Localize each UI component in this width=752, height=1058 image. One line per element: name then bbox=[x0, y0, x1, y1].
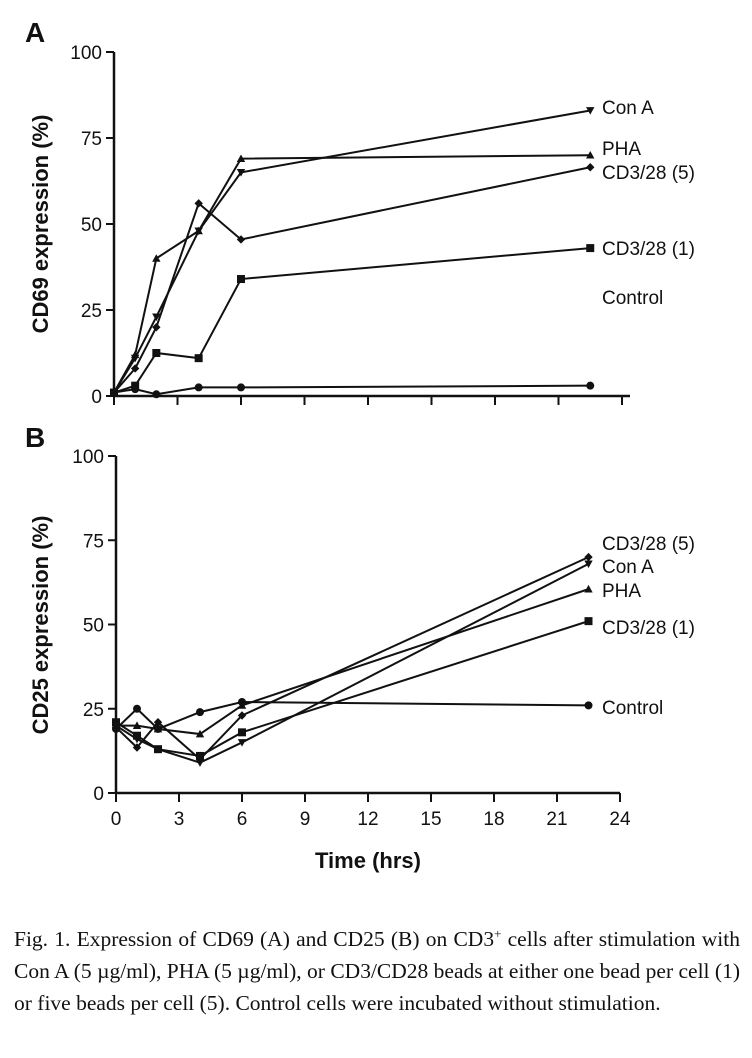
series-line-cd3-28-5- bbox=[113, 166, 591, 394]
y-tick-label: 50 bbox=[81, 215, 102, 236]
data-point bbox=[152, 390, 161, 399]
series-label: Con A bbox=[602, 557, 654, 578]
series-line-control bbox=[115, 701, 589, 731]
data-point bbox=[236, 169, 246, 177]
y-tick-label: 100 bbox=[72, 447, 104, 468]
y-tick-label: 0 bbox=[93, 784, 104, 805]
data-point bbox=[196, 708, 204, 717]
data-point bbox=[584, 617, 593, 626]
panel-label: B bbox=[25, 422, 45, 453]
series-label: PHA bbox=[602, 139, 641, 160]
y-tick-label: 75 bbox=[81, 129, 102, 150]
x-tick-label: 9 bbox=[300, 809, 311, 830]
data-point bbox=[112, 718, 120, 727]
series-label: Con A bbox=[602, 98, 654, 119]
x-tick-label: 24 bbox=[609, 809, 631, 830]
data-point bbox=[133, 704, 141, 713]
data-point bbox=[196, 751, 204, 760]
series-line-cd3-28-1- bbox=[115, 620, 589, 757]
data-point bbox=[195, 729, 205, 738]
series-line-con-a bbox=[113, 109, 591, 394]
data-point bbox=[112, 724, 120, 733]
y-tick-label: 75 bbox=[83, 531, 104, 552]
x-tick-label: 15 bbox=[420, 809, 441, 830]
x-tick-label: 12 bbox=[357, 809, 378, 830]
data-point bbox=[586, 107, 595, 115]
data-point bbox=[584, 584, 593, 593]
data-point bbox=[132, 721, 142, 729]
data-point bbox=[237, 383, 245, 392]
x-tick-label: 21 bbox=[546, 809, 567, 830]
figure-caption: Fig. 1. Expression of CD69 (A) and CD25 … bbox=[14, 918, 740, 1019]
x-tick-label: 3 bbox=[174, 809, 185, 830]
x-tick-label: 18 bbox=[483, 809, 504, 830]
y-tick-label: 100 bbox=[70, 43, 102, 64]
series-label: Control bbox=[602, 288, 663, 309]
series-line-control bbox=[113, 384, 591, 396]
data-point bbox=[586, 151, 595, 159]
data-point bbox=[153, 718, 163, 727]
y-tick-label: 0 bbox=[91, 387, 102, 408]
data-point bbox=[586, 244, 595, 253]
caption-text-1: Fig. 1. Expression of CD69 (A) and CD25 … bbox=[14, 927, 495, 952]
data-point bbox=[584, 701, 593, 710]
data-point bbox=[152, 349, 161, 357]
data-point bbox=[237, 739, 247, 747]
data-point bbox=[237, 275, 245, 284]
series-line-pha bbox=[116, 588, 589, 736]
caption-superscript: + bbox=[494, 926, 502, 941]
y-tick-label: 25 bbox=[83, 700, 104, 721]
y-axis-label: CD25 expression (%) bbox=[28, 516, 53, 735]
data-point bbox=[584, 552, 593, 562]
data-point bbox=[154, 724, 162, 733]
x-axis-label: Time (hrs) bbox=[315, 848, 421, 873]
series-label: PHA bbox=[602, 581, 641, 602]
data-point bbox=[152, 323, 161, 332]
data-point bbox=[194, 354, 203, 363]
data-point bbox=[237, 711, 247, 720]
data-point bbox=[130, 364, 140, 373]
data-point bbox=[194, 199, 203, 208]
series-label: CD3/28 (1) bbox=[602, 618, 695, 639]
data-point bbox=[152, 313, 161, 322]
data-point bbox=[152, 254, 161, 262]
x-tick-label: 0 bbox=[111, 809, 122, 830]
series-label: Control bbox=[602, 698, 663, 719]
series-line-pha bbox=[113, 154, 591, 394]
series-label: CD3/28 (5) bbox=[602, 163, 695, 184]
series-label: CD3/28 (1) bbox=[602, 239, 695, 260]
y-tick-label: 50 bbox=[83, 616, 104, 637]
data-point bbox=[133, 731, 141, 740]
data-point bbox=[194, 383, 203, 392]
data-point bbox=[238, 698, 246, 707]
data-point bbox=[236, 235, 246, 244]
data-point bbox=[194, 226, 203, 235]
data-point bbox=[238, 728, 246, 737]
data-point bbox=[130, 350, 140, 359]
data-point bbox=[132, 743, 142, 752]
data-point bbox=[110, 388, 118, 397]
y-tick-label: 25 bbox=[81, 301, 102, 322]
data-point bbox=[195, 759, 205, 767]
data-point bbox=[586, 381, 595, 390]
series-label: CD3/28 (5) bbox=[602, 534, 695, 555]
data-point bbox=[236, 154, 246, 162]
data-point bbox=[154, 745, 162, 754]
caption-text-2: cells after stimulation with Con A (5 µg… bbox=[14, 927, 740, 1016]
y-axis-label: CD69 expression (%) bbox=[28, 115, 53, 334]
series-line-cd3-28-1- bbox=[113, 247, 591, 394]
panel-label: A bbox=[25, 17, 45, 48]
data-point bbox=[131, 385, 140, 394]
data-point bbox=[586, 163, 595, 172]
x-tick-label: 6 bbox=[237, 809, 248, 830]
series-line-cd3-28-5- bbox=[115, 556, 589, 761]
data-point bbox=[584, 560, 593, 569]
